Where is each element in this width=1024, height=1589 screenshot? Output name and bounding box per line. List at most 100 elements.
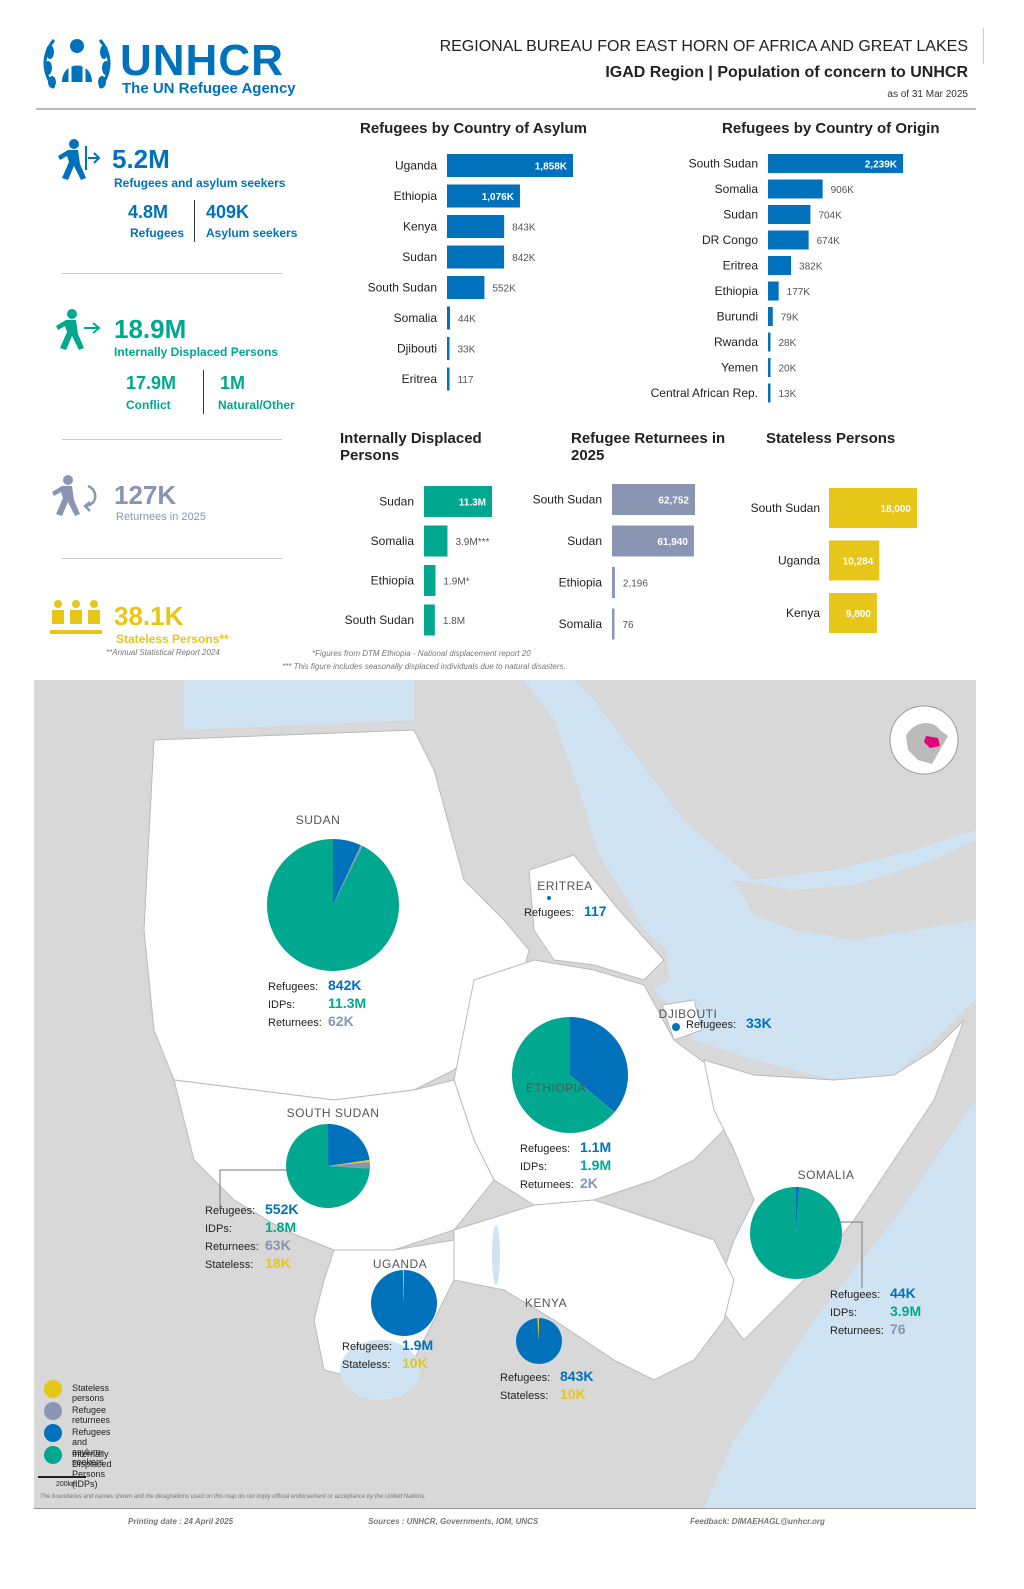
- footnote-seasonal: *** This figure includes seasonally disp…: [282, 662, 566, 671]
- pie-slice-idps: [266, 839, 399, 971]
- map-stat-label: Stateless:: [205, 1259, 253, 1271]
- bar-value-label: 2,239K: [865, 160, 898, 171]
- chart-title-idps: Internally Displaced Persons: [340, 430, 482, 464]
- map-stat-value: 18K: [265, 1255, 291, 1271]
- scale-label: 200km: [56, 1481, 78, 1488]
- bar: [768, 281, 779, 301]
- bar-value-label: 1.8M: [443, 616, 465, 627]
- chart-title-stateless: Stateless Persons: [766, 430, 896, 447]
- egypt-land: [34, 680, 669, 1010]
- bar-category-label: Uganda: [395, 159, 437, 173]
- bar-category-label: Yemen: [721, 361, 758, 375]
- map-stat-value: 1.8M: [265, 1219, 296, 1235]
- chart-title-origin: Refugees by Country of Origin: [722, 120, 940, 137]
- bar-value-label: 1.9M*: [443, 577, 469, 588]
- bar: [768, 383, 771, 403]
- map-stat-value: 10K: [402, 1355, 428, 1371]
- bar: [447, 306, 450, 330]
- bar-category-label: Somalia: [371, 534, 415, 548]
- pie-slice-returnees: [328, 1161, 370, 1169]
- pie-slice-refugees: [515, 1318, 562, 1364]
- bar-category-label: Ethiopia: [371, 574, 415, 588]
- map-stat-label: Returnees:: [830, 1325, 884, 1337]
- pie-slice-refugees: [547, 896, 551, 900]
- kpi-divider: [203, 370, 204, 414]
- bar: [424, 604, 435, 636]
- legend-swatch-stateless: [44, 1380, 62, 1398]
- bar-category-label: Burundi: [717, 310, 758, 324]
- bar-category-label: Somalia: [559, 617, 603, 631]
- map-country-label: SOUTH SUDAN: [287, 1106, 380, 1120]
- bar-category-label: South Sudan: [368, 281, 437, 295]
- map-stat-label: IDPs:: [520, 1161, 547, 1173]
- bar: [612, 567, 615, 598]
- bar-value-label: 552K: [492, 284, 516, 295]
- pie-slice-refugees: [672, 1023, 680, 1031]
- report-date: as of 31 Mar 2025: [887, 89, 968, 100]
- map-stat-label: Refugees:: [342, 1341, 392, 1353]
- page-title: IGAD Region | Population of concern to U…: [605, 64, 968, 81]
- bar: [612, 484, 695, 515]
- bar-value-label: 906K: [831, 185, 855, 196]
- map-stat-value: 1.1M: [580, 1139, 611, 1155]
- kpi-natural-label: Natural/Other: [218, 398, 295, 412]
- bar-category-label: Sudan: [567, 534, 602, 548]
- map-stat-value: 76: [890, 1321, 906, 1337]
- legend-label: Stateless persons: [72, 1383, 110, 1403]
- kpi-conflict-label: Conflict: [126, 398, 171, 412]
- bar-category-label: Sudan: [723, 208, 758, 222]
- legend-label: Refugee returnees: [72, 1405, 111, 1425]
- bar-value-label: 1,076K: [482, 192, 515, 203]
- kpi-refugees-asylum-label: Refugees and asylum seekers: [114, 176, 286, 190]
- bar: [829, 488, 917, 528]
- bar-category-label: South Sudan: [751, 501, 820, 515]
- printing-date: Printing date : 24 April 2025: [128, 1517, 234, 1526]
- map-country-label: ERITREA: [537, 879, 593, 893]
- pie-slice-idps: [286, 1124, 370, 1209]
- bar-category-label: DR Congo: [702, 233, 758, 247]
- map-stat-value: 3.9M: [890, 1303, 921, 1319]
- map-stat-value: 63K: [265, 1237, 291, 1253]
- kpi-stateless-value: 38.1K: [114, 601, 184, 631]
- kpi-asylum-label: Asylum seekers: [206, 226, 298, 240]
- unhcr-emblem-icon: [43, 39, 111, 89]
- pie-slice-refugees: [796, 1187, 800, 1233]
- bar: [768, 256, 792, 275]
- map-stat-label: IDPs:: [268, 999, 295, 1011]
- map-stat-value: 842K: [328, 977, 361, 993]
- map-stat-value: 11.3M: [328, 995, 366, 1011]
- returnee-person-icon: [52, 475, 97, 516]
- kpi-idps-value: 18.9M: [114, 314, 187, 344]
- bar-category-label: Ethiopia: [559, 576, 603, 590]
- bar-value-label: 177K: [787, 287, 811, 298]
- kpi-refugees-value: 4.8M: [128, 202, 169, 222]
- pie-slice-refugees: [371, 1270, 438, 1336]
- bar-category-label: South Sudan: [533, 493, 602, 507]
- footnote-dtm: *Figures from DTM Ethiopia - National di…: [312, 649, 531, 658]
- bar: [447, 184, 520, 208]
- bar: [447, 154, 573, 177]
- map-country-label: UGANDA: [373, 1257, 427, 1271]
- map-stat-value: 117: [584, 903, 607, 919]
- idp-person-icon: [56, 309, 101, 350]
- map-stat-label: Stateless:: [500, 1390, 548, 1402]
- map-country-label: ETHIOPIA: [526, 1081, 586, 1095]
- chart-title-returnees: Refugee Returnees in 2025: [571, 430, 726, 464]
- locator-igad-highlight: [924, 736, 940, 748]
- bar-category-label: Eritrea: [723, 259, 759, 273]
- header-divider: [36, 108, 976, 110]
- map-stat-value: 2K: [580, 1175, 598, 1191]
- kpi-refugees-label: Refugees: [130, 226, 185, 240]
- bar-value-label: 3.9M***: [455, 537, 489, 548]
- map-country-label: DJIBOUTI: [659, 1007, 718, 1021]
- bar: [447, 367, 450, 391]
- legend-swatch-refugees: [44, 1424, 62, 1442]
- pie-slice-refugees: [328, 1124, 370, 1166]
- bar-value-label: 842K: [512, 253, 536, 264]
- map-stat-value: 44K: [890, 1285, 916, 1301]
- pie-slice-returnees: [333, 845, 363, 905]
- legend-label: Refugees and asylum-seekers: [72, 1427, 111, 1467]
- map-stat-value: 10K: [560, 1386, 586, 1402]
- bar-category-label: Somalia: [715, 182, 759, 196]
- map-disclaimer: The boundaries and names shown and the d…: [40, 1494, 426, 1500]
